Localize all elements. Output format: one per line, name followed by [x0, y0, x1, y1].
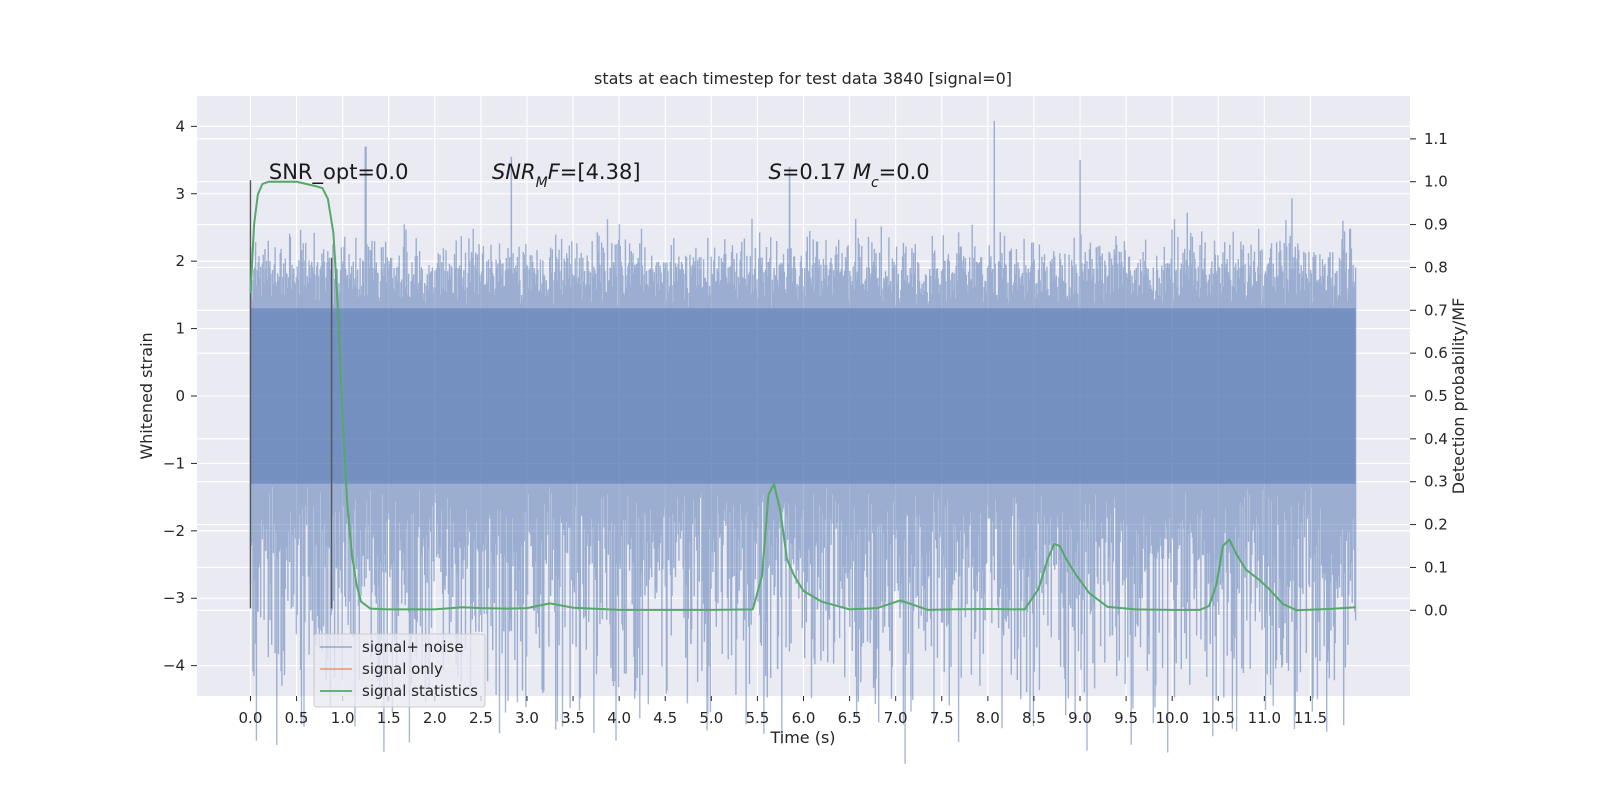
annotation-1: SNRMF=[4.38] — [492, 160, 641, 191]
vertical-markers — [249, 180, 333, 609]
right-tick-label: 0.8 — [1424, 258, 1448, 276]
y-tick-label: 3 — [175, 185, 185, 203]
x-tick-label: 5.5 — [745, 709, 769, 727]
right-tick-label: 0.4 — [1424, 430, 1448, 448]
y-tick-label: 1 — [175, 320, 185, 338]
y-tick-label: 0 — [175, 387, 185, 405]
x-tick-label: 10.5 — [1202, 709, 1235, 727]
right-tick-label: 0.0 — [1424, 601, 1448, 619]
x-tick-label: 7.0 — [884, 709, 908, 727]
right-tick-label: 0.3 — [1424, 473, 1448, 491]
x-tick-label: 8.5 — [1022, 709, 1046, 727]
y-tick-label: 2 — [175, 252, 185, 270]
legend-label-signal-noise: signal+ noise — [362, 638, 464, 656]
x-tick-label: 4.0 — [607, 709, 631, 727]
y-tick-label: −1 — [163, 454, 185, 472]
x-tick-label: 2.0 — [423, 709, 447, 727]
right-tick-label: 0.2 — [1424, 516, 1448, 534]
x-tick-label: 3.5 — [561, 709, 585, 727]
right-tick-label: 0.7 — [1424, 301, 1448, 319]
right-tick-label: 0.1 — [1424, 558, 1448, 576]
legend-label-signal-only: signal only — [362, 660, 443, 678]
legend-label-signal-statistics: signal statistics — [362, 682, 478, 700]
right-axis-label: Detection probability/MF — [1449, 298, 1468, 495]
annotation-2: S=0.17 Mc=0.0 — [768, 160, 929, 191]
x-tick-label: 1.5 — [377, 709, 401, 727]
annotations: SNR_opt=0.0 SNRMF=[4.38] S=0.17 Mc=0.0 — [269, 160, 930, 191]
x-tick-label: 4.5 — [653, 709, 677, 727]
x-tick-label: 10.0 — [1155, 709, 1188, 727]
signal-statistics-line — [249, 180, 1356, 612]
x-tick-label: 6.0 — [792, 709, 816, 727]
y-tick-label: 4 — [175, 117, 185, 135]
right-tick-label: 0.6 — [1424, 344, 1448, 362]
x-tick-label: 0.5 — [285, 709, 309, 727]
x-tick-label: 9.0 — [1068, 709, 1092, 727]
x-tick-label: 6.5 — [838, 709, 862, 727]
x-tick-label: 8.0 — [976, 709, 1000, 727]
legend-box — [313, 633, 486, 708]
x-tick-label: 3.0 — [515, 709, 539, 727]
y-axis-ticks: −4 −3 −2 −1 0 1 2 3 4 — [163, 117, 197, 675]
right-axis-ticks: 0.0 0.1 0.2 0.3 0.4 0.5 0.6 0.7 0.8 0.9 1.0 1.1 — [1410, 130, 1448, 619]
x-tick-label: 11.0 — [1248, 709, 1281, 727]
annotation-0: SNR_opt=0.0 — [269, 160, 409, 185]
right-tick-label: 1.0 — [1424, 173, 1448, 191]
right-tick-label: 0.5 — [1424, 387, 1448, 405]
right-tick-label: 1.1 — [1424, 130, 1448, 148]
chart-title: stats at each timestep for test data 384… — [594, 69, 1012, 88]
signal-statistics-series — [249, 180, 1356, 612]
y-tick-label: −3 — [163, 589, 185, 607]
y-axis-label: Whitened strain — [137, 332, 156, 459]
y-tick-label: −4 — [163, 657, 185, 675]
signal-noise-series — [249, 120, 1357, 764]
right-tick-label: 0.9 — [1424, 216, 1448, 234]
x-axis-ticks: 0.0 0.5 1.0 1.5 2.0 2.5 3.0 3.5 4.0 4.5 5.0 5.5 6.0 6… — [239, 696, 1327, 727]
x-tick-label: 1.0 — [331, 709, 355, 727]
x-tick-label: 11.5 — [1294, 709, 1327, 727]
x-tick-label: 7.5 — [930, 709, 954, 727]
x-tick-label: 0.0 — [239, 709, 263, 727]
x-tick-label: 9.5 — [1114, 709, 1138, 727]
x-tick-label: 5.0 — [699, 709, 723, 727]
x-axis-label: Time (s) — [769, 728, 835, 747]
y-tick-label: −2 — [163, 522, 185, 540]
legend: signal+ noise signal only signal statist… — [313, 633, 486, 708]
x-tick-label: 2.5 — [469, 709, 493, 727]
